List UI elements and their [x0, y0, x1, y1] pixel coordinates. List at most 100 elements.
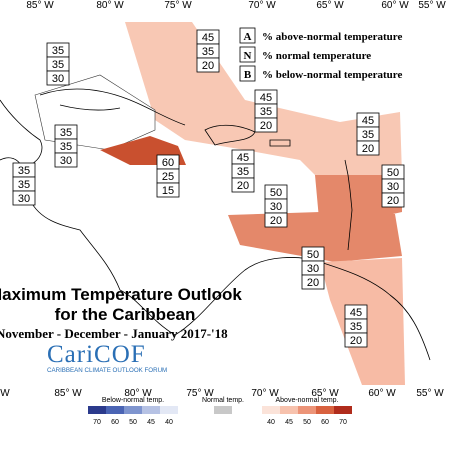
probability-box: 35 35 30 [12, 162, 36, 206]
probability-value: 60 [162, 157, 174, 169]
color-bar-swatch [160, 406, 178, 414]
probability-value: 30 [307, 263, 319, 275]
color-bar-tick: 50 [129, 419, 137, 426]
probability-cell [264, 212, 288, 228]
probability-value: 30 [52, 73, 64, 85]
puerto-rico [269, 139, 291, 147]
logo-tagline: CARIBBEAN CLIMATE OUTLOOK FORUM [47, 367, 167, 374]
longitude-label: 75° W [164, 0, 192, 11]
probability-value: 35 [60, 127, 72, 139]
probability-cell [356, 140, 380, 156]
probability-box: 45 35 20 [196, 29, 220, 73]
legend-item: N % normal temperature [239, 46, 371, 63]
probability-cell [156, 182, 180, 198]
probability-value: 35 [60, 141, 72, 153]
color-bar-swatch [262, 406, 280, 414]
probability-value: 35 [18, 179, 30, 191]
longitude-label: 65° W [316, 0, 344, 11]
color-bar-tick: 45 [147, 419, 155, 426]
legend-key-box [239, 46, 256, 63]
probability-value: 30 [60, 155, 72, 167]
legend-key: N [244, 50, 252, 62]
probability-value: 20 [270, 215, 282, 227]
probability-value: 15 [162, 185, 174, 197]
probability-value: 35 [237, 166, 249, 178]
probability-value: 35 [18, 165, 30, 177]
probability-box: 50 30 20 [381, 164, 405, 208]
color-bar-tick: 50 [303, 419, 311, 426]
probability-value: 45 [350, 307, 362, 319]
probability-value: 20 [362, 143, 374, 155]
probability-cell [196, 57, 220, 73]
probability-box: 60 25 15 [156, 154, 180, 198]
color-bar-tick: 70 [93, 419, 101, 426]
probability-value: 50 [387, 167, 399, 179]
cuba [39, 88, 186, 126]
legend-label: % normal temperature [262, 50, 371, 62]
legend-key-box [239, 27, 256, 44]
color-bar-swatch [334, 406, 352, 414]
legend-item: A % above-normal temperature [239, 27, 402, 44]
probability-box: 50 30 20 [301, 246, 325, 290]
probability-box: 45 35 20 [254, 89, 278, 133]
title-line: November - December - January 2017-'18 [0, 326, 228, 341]
longitude-label: 55° W [416, 388, 444, 399]
legend-item: B % below-normal temperature [239, 65, 402, 82]
probability-value: 20 [387, 195, 399, 207]
probability-box: 35 35 30 [54, 124, 78, 168]
legend-key-box [239, 65, 256, 82]
legend-key: A [244, 31, 252, 43]
color-bar-swatch [106, 406, 124, 414]
region-normal [34, 74, 156, 151]
color-bar-swatch [316, 406, 334, 414]
longitude-label: 85° W [26, 0, 54, 11]
probability-cell [301, 274, 325, 290]
probability-box: 45 35 20 [344, 304, 368, 348]
color-bar-title: Above-normal temp. [275, 397, 338, 404]
probability-value: 20 [350, 335, 362, 347]
probability-cell [344, 332, 368, 348]
probability-value: 30 [18, 193, 30, 205]
probability-cell [381, 192, 405, 208]
probability-value: 50 [307, 249, 319, 261]
color-bar-section: Below-normal temp. 70 60 50 45 40 [88, 397, 178, 426]
probability-value: 20 [260, 120, 272, 132]
probability-value: 20 [202, 60, 214, 72]
region-above-45 [125, 22, 402, 175]
longitude-label: 60° W [368, 388, 396, 399]
probability-cell [12, 190, 36, 206]
probability-value: 45 [237, 152, 249, 164]
color-bar-swatch [142, 406, 160, 414]
probability-box: 50 30 20 [264, 184, 288, 228]
logo-name: CariCOF [47, 341, 146, 368]
longitude-label: 70° W [248, 0, 276, 11]
color-bar-tick: 40 [165, 419, 173, 426]
probability-value: 25 [162, 171, 174, 183]
probability-cell [54, 152, 78, 168]
longitude-label: 60° W [381, 0, 409, 11]
probability-value: 45 [362, 115, 374, 127]
color-bar-tick: 40 [267, 419, 275, 426]
probability-box: 45 35 20 [231, 149, 255, 193]
longitude-label: 80° W [96, 0, 124, 11]
color-bar-tick: 70 [339, 419, 347, 426]
probability-cell [46, 70, 70, 86]
probability-box: 35 35 30 [46, 42, 70, 86]
legend-label: % below-normal temperature [262, 69, 402, 81]
probability-value: 35 [362, 129, 374, 141]
probability-value: 45 [202, 32, 214, 44]
longitude-label: W [0, 388, 10, 399]
probability-value: 30 [270, 201, 282, 213]
color-bar-swatch [88, 406, 106, 414]
probability-cell [231, 177, 255, 193]
longitude-label: 55° W [418, 0, 446, 11]
legend-key: B [244, 69, 252, 81]
probability-value: 20 [237, 180, 249, 192]
probability-value: 35 [52, 45, 64, 57]
probability-cell [254, 117, 278, 133]
color-bar-tick: 60 [321, 419, 329, 426]
longitude-label: 85° W [54, 388, 82, 399]
probability-value: 20 [307, 277, 319, 289]
longitude-label: 70° W [251, 388, 279, 399]
